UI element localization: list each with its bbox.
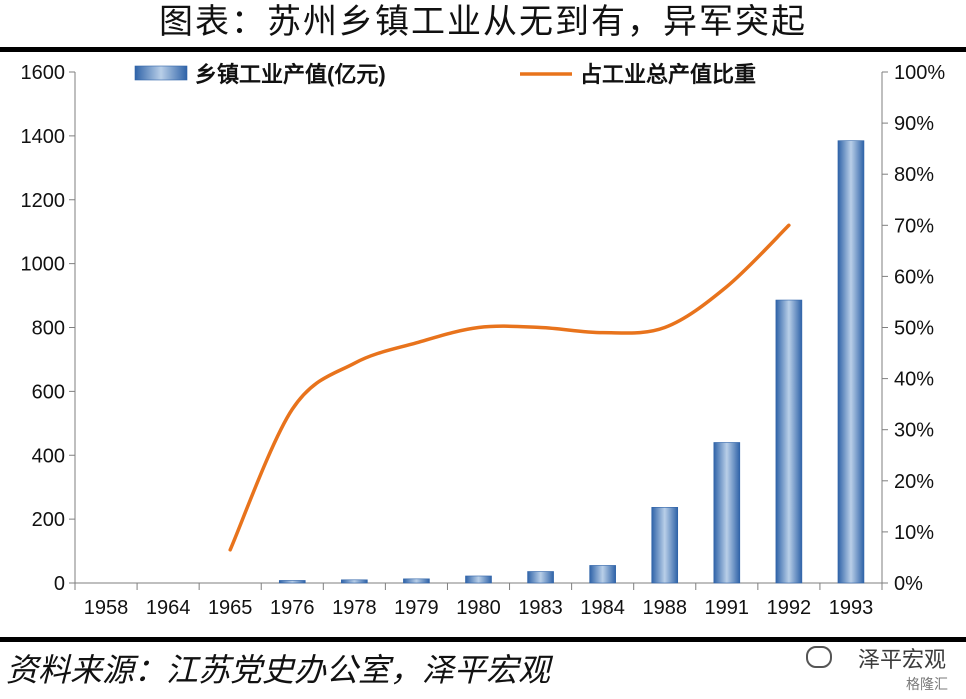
bar (403, 578, 430, 584)
right-tick-label: 0% (894, 573, 923, 595)
legend: 乡镇工业产值(亿元) 占工业总产值比重 (134, 62, 756, 87)
right-tick-label: 60% (894, 266, 934, 288)
left-tick-label: 1600 (21, 62, 66, 84)
bar (465, 575, 492, 584)
x-tick-label: 1993 (829, 597, 874, 619)
bar (278, 580, 306, 584)
x-tick-label: 1992 (767, 597, 812, 619)
x-tick-label: 1964 (146, 597, 191, 619)
bar (713, 442, 741, 584)
x-tick-label: 1983 (518, 597, 563, 619)
legend-line-label: 占工业总产值比重 (580, 62, 756, 87)
right-tick-label: 30% (894, 420, 934, 442)
x-tick-label: 1979 (394, 597, 439, 619)
source-note: 资料来源：江苏党史办公室，泽平宏观 (6, 651, 551, 689)
x-tick-label: 1976 (270, 597, 315, 619)
left-tick-label: 0 (54, 573, 65, 595)
left-tick-label: 800 (32, 318, 65, 340)
x-tick-label: 1965 (208, 597, 253, 619)
watermark: 泽平宏观 格隆汇 (802, 638, 952, 698)
x-tick-label: 1984 (580, 597, 625, 619)
legend-bar-label: 乡镇工业产值(亿元) (195, 62, 386, 87)
left-y-axis: 0 200 400 600 800 1000 1200 1400 1600 (21, 62, 76, 595)
bar (775, 299, 803, 584)
line-path (228, 223, 791, 552)
bar (651, 507, 679, 584)
right-tick-label: 10% (894, 522, 934, 544)
bar (837, 140, 865, 584)
left-tick-label: 1000 (21, 254, 66, 276)
right-tick-label: 100% (894, 62, 945, 84)
right-tick-label: 20% (894, 471, 934, 493)
left-tick-label: 200 (32, 509, 65, 531)
right-tick-label: 80% (894, 164, 934, 186)
x-axis: 1958 1964 1965 1976 1978 1979 1980 1983 1984 1988… (74, 582, 883, 619)
right-tick-label: 90% (894, 113, 934, 135)
x-tick-label: 1958 (84, 597, 129, 619)
bar (341, 579, 368, 584)
bar-series (278, 140, 865, 584)
chart-area: 0 200 400 600 800 1000 1200 1400 1600 0% 10% 20% 30… (21, 62, 946, 619)
source-divider (0, 637, 966, 642)
bar (589, 565, 616, 584)
legend-bar-swatch (134, 65, 188, 81)
right-y-axis: 0% 10% 20% 30% 40% 50% 60% 70% 80% 90% 100% (881, 62, 945, 595)
left-tick-label: 600 (32, 381, 65, 403)
x-tick-label: 1978 (332, 597, 377, 619)
left-tick-label: 1200 (21, 190, 66, 212)
x-tick-label: 1988 (642, 597, 687, 619)
left-tick-label: 400 (32, 445, 65, 467)
wechat-icon (806, 646, 832, 668)
right-tick-label: 40% (894, 369, 934, 391)
x-tick-label: 1980 (456, 597, 501, 619)
title-divider (0, 47, 966, 52)
watermark-main: 泽平宏观 (857, 648, 946, 673)
right-tick-label: 50% (894, 318, 934, 340)
watermark-sub: 格隆汇 (906, 677, 948, 693)
line-series (228, 223, 791, 552)
left-tick-label: 1400 (21, 126, 66, 148)
right-tick-label: 70% (894, 215, 934, 237)
x-tick-label: 1991 (705, 597, 750, 619)
bar (527, 571, 554, 584)
chart-title: 图表：苏州乡镇工业从无到有，异军突起 (159, 2, 807, 42)
